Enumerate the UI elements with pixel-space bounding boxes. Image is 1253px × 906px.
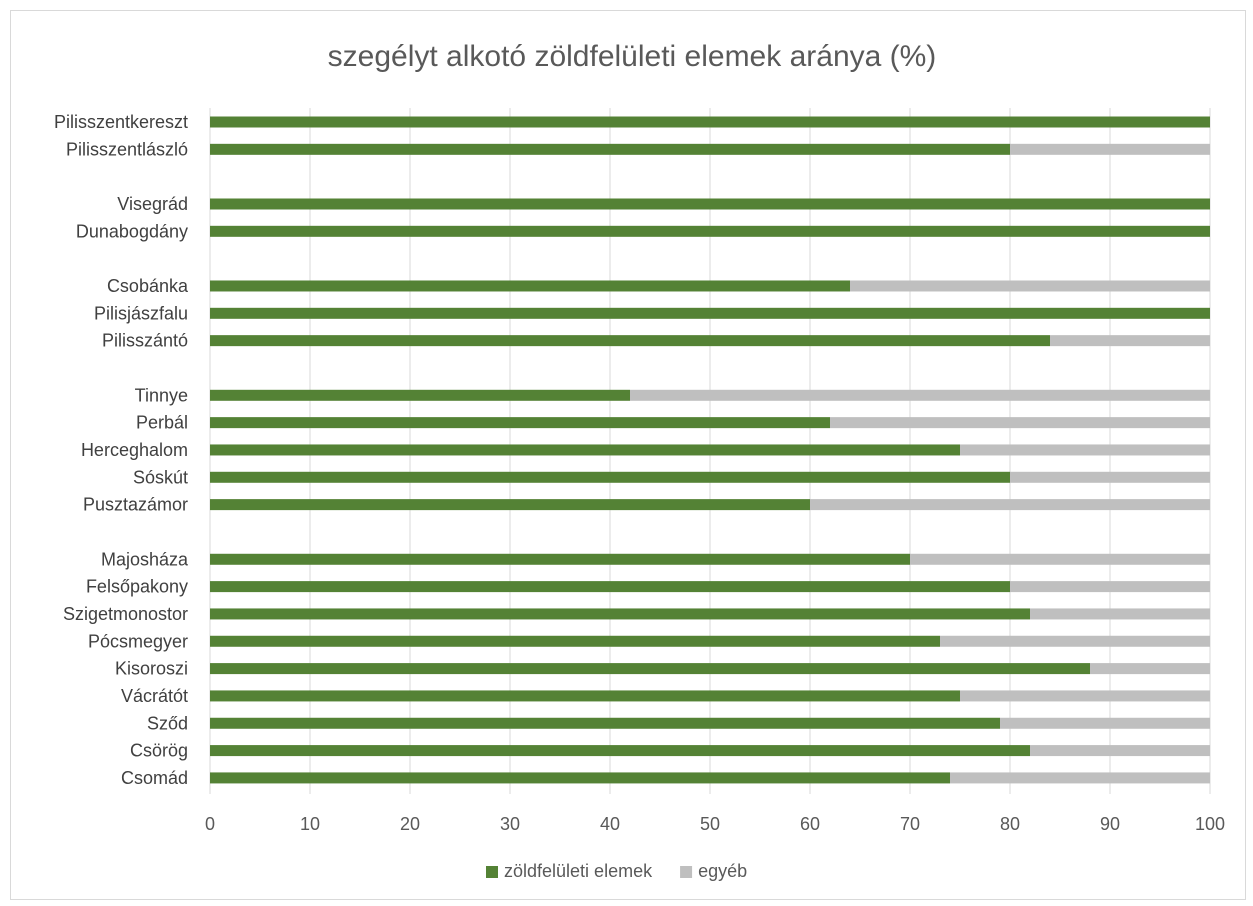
bar-egyeb <box>830 417 1210 429</box>
category-label: Szigetmonostor <box>63 604 188 624</box>
bar-zoldfeluleti <box>210 143 1010 155</box>
category-label: Pócsmegyer <box>88 631 188 651</box>
category-label: Dunabogdány <box>76 221 188 241</box>
x-tick-label: 40 <box>600 814 620 834</box>
category-label: Csörög <box>130 741 188 761</box>
x-tick-label: 80 <box>1000 814 1020 834</box>
bar-egyeb <box>960 690 1210 702</box>
bar-zoldfeluleti <box>210 608 1030 620</box>
bar-zoldfeluleti <box>210 553 910 565</box>
x-tick-label: 30 <box>500 814 520 834</box>
legend: zöldfelületi elemek egyéb <box>486 861 747 881</box>
x-axis-ticks: 0 10 20 30 40 50 60 70 80 90 100 <box>205 814 1225 834</box>
x-tick-label: 0 <box>205 814 215 834</box>
category-label: Herceghalom <box>81 440 188 460</box>
bar-egyeb <box>630 389 1210 401</box>
bar-egyeb <box>1000 717 1210 729</box>
bar-egyeb <box>950 772 1210 784</box>
bars <box>210 116 1210 784</box>
category-label: Perbál <box>136 413 188 433</box>
category-label: Felsőpakony <box>86 577 188 597</box>
category-label: Kisoroszi <box>115 659 188 679</box>
bar-zoldfeluleti <box>210 690 960 702</box>
bar-zoldfeluleti <box>210 389 630 401</box>
x-tick-label: 50 <box>700 814 720 834</box>
x-tick-label: 70 <box>900 814 920 834</box>
bar-zoldfeluleti <box>210 307 1210 319</box>
bar-zoldfeluleti <box>210 635 940 647</box>
bar-egyeb <box>810 499 1210 511</box>
bar-zoldfeluleti <box>210 417 830 429</box>
bar-zoldfeluleti <box>210 745 1030 757</box>
bar-zoldfeluleti <box>210 663 1090 675</box>
bar-zoldfeluleti <box>210 116 1210 128</box>
category-label: Tinnye <box>135 385 188 405</box>
legend-label: egyéb <box>698 861 747 881</box>
legend-label: zöldfelületi elemek <box>504 861 653 881</box>
bar-zoldfeluleti <box>210 499 810 511</box>
bar-zoldfeluleti <box>210 198 1210 210</box>
category-label: Majosháza <box>101 549 189 569</box>
bar-egyeb <box>1030 745 1210 757</box>
legend-swatch <box>680 866 693 878</box>
category-label: Csobánka <box>107 276 189 296</box>
category-label: Csomád <box>121 768 188 788</box>
x-tick-label: 90 <box>1100 814 1120 834</box>
bar-zoldfeluleti <box>210 772 950 784</box>
bar-egyeb <box>910 553 1210 565</box>
category-label: Sződ <box>147 713 188 733</box>
x-tick-label: 100 <box>1195 814 1225 834</box>
bar-zoldfeluleti <box>210 581 1010 593</box>
legend-swatch <box>486 866 498 878</box>
bar-zoldfeluleti <box>210 280 850 292</box>
category-label: Pilisszentlászló <box>66 139 188 159</box>
bar-egyeb <box>960 444 1210 456</box>
bar-egyeb <box>1090 663 1210 675</box>
category-labels: Pilisszentkereszt Pilisszentlászló Visegrá… <box>54 112 189 788</box>
category-label: Visegrád <box>117 194 188 214</box>
x-tick-label: 10 <box>300 814 320 834</box>
category-label: Pilisszentkereszt <box>54 112 188 132</box>
bar-egyeb <box>1010 471 1210 483</box>
bar-zoldfeluleti <box>210 471 1010 483</box>
chart-title: szegélyt alkotó zöldfelületi elemek arán… <box>328 40 937 73</box>
bar-egyeb <box>850 280 1210 292</box>
bar-zoldfeluleti <box>210 335 1050 347</box>
bar-zoldfeluleti <box>210 717 1000 729</box>
bar-egyeb <box>1050 335 1210 347</box>
category-label: Vácrátót <box>121 686 188 706</box>
bar-egyeb <box>1030 608 1210 620</box>
x-tick-label: 60 <box>800 814 820 834</box>
bar-egyeb <box>1010 581 1210 593</box>
category-label: Sóskút <box>133 467 188 487</box>
bar-egyeb <box>940 635 1210 647</box>
category-label: Pilisjászfalu <box>94 303 188 323</box>
bar-zoldfeluleti <box>210 225 1210 237</box>
bar-zoldfeluleti <box>210 444 960 456</box>
category-label: Pilisszántó <box>102 331 188 351</box>
x-tick-label: 20 <box>400 814 420 834</box>
bar-egyeb <box>1010 143 1210 155</box>
category-label: Pusztazámor <box>83 495 188 515</box>
